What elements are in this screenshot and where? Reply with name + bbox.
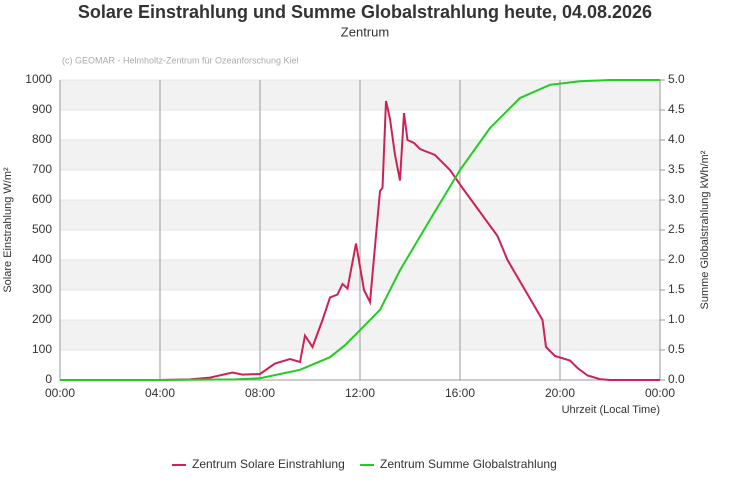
y-tick-label: 200	[32, 312, 52, 326]
y2-tick-label: 3.0	[668, 192, 685, 206]
series-line	[60, 79, 660, 381]
y2-tick-label: 1.5	[668, 282, 685, 296]
y2-tick-label: 0.5	[668, 342, 685, 356]
x-tick-label: 16:00	[445, 386, 475, 400]
y2-axis-label: Summe Globalstrahlung kWh/m²	[699, 150, 711, 309]
y-tick-label: 300	[32, 282, 52, 296]
chart-title: Solare Einstrahlung und Summe Globalstra…	[78, 2, 652, 22]
y-tick-label: 900	[32, 102, 52, 116]
y2-tick-label: 5.0	[668, 72, 685, 86]
x-tick-label: 12:00	[345, 386, 375, 400]
x-axis-label: Uhrzeit (Local Time)	[562, 404, 660, 416]
y-tick-label: 500	[32, 222, 52, 236]
y-axis-label: Solare Einstrahlung W/m²	[2, 167, 14, 293]
x-tick-label: 00:00	[645, 386, 675, 400]
x-tick-label: 20:00	[545, 386, 575, 400]
y2-tick-label: 0.0	[668, 372, 685, 386]
y-tick-label: 700	[32, 162, 52, 176]
y-tick-label: 0	[45, 372, 52, 386]
chart-subtitle: Zentrum	[341, 24, 389, 39]
y-tick-label: 400	[32, 252, 52, 266]
legend-label: Zentrum Summe Globalstrahlung	[380, 457, 557, 471]
series-line	[60, 100, 660, 381]
y2-tick-label: 3.5	[668, 162, 685, 176]
y2-tick-label: 2.5	[668, 222, 685, 236]
x-tick-label: 08:00	[245, 386, 275, 400]
legend-label: Zentrum Solare Einstrahlung	[192, 457, 345, 471]
y-tick-label: 100	[32, 342, 52, 356]
y2-tick-label: 2.0	[668, 252, 685, 266]
x-tick-label: 00:00	[45, 386, 75, 400]
copyright: (c) GEOMAR - Helmholtz-Zentrum für Ozean…	[62, 55, 299, 65]
y-tick-label: 800	[32, 132, 52, 146]
y2-tick-label: 4.0	[668, 132, 685, 146]
y-tick-label: 1000	[25, 72, 52, 86]
y-tick-label: 600	[32, 192, 52, 206]
x-tick-label: 04:00	[145, 386, 175, 400]
y2-tick-label: 1.0	[668, 312, 685, 326]
y2-tick-label: 4.5	[668, 102, 685, 116]
